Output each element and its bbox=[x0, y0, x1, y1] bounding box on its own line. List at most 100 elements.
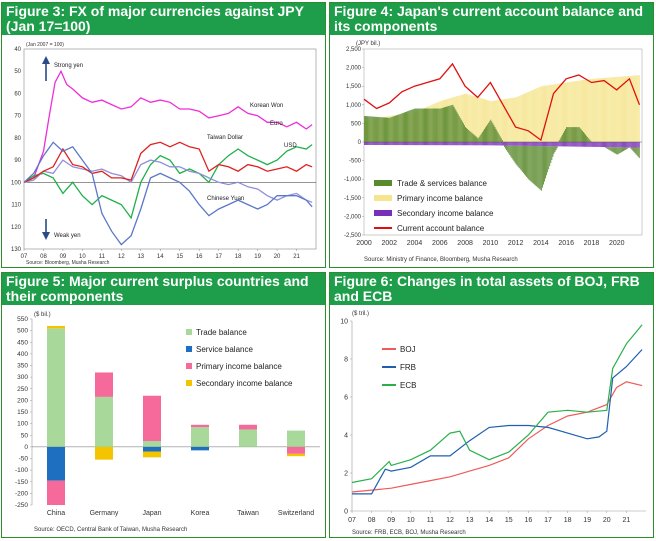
y-tick-label: 8 bbox=[344, 357, 348, 364]
x-tick-label: 09 bbox=[387, 517, 395, 524]
secondary-income-bar bbox=[609, 142, 611, 148]
secondary-income-bar bbox=[452, 142, 454, 146]
secondary-income-bar bbox=[405, 142, 406, 146]
primary-income-bar bbox=[543, 85, 544, 142]
secondary-income-bar bbox=[395, 142, 397, 146]
trade-services-bar bbox=[573, 127, 575, 142]
trade-services-bar bbox=[484, 128, 485, 142]
trade-services-bar bbox=[382, 117, 384, 142]
trade-services-bar bbox=[566, 127, 568, 142]
trade-services-bar bbox=[529, 145, 531, 181]
primary-income-bar bbox=[495, 100, 497, 142]
secondary-income-bar bbox=[528, 142, 530, 146]
primary-income-bar bbox=[460, 94, 462, 142]
trade-services-bar bbox=[450, 105, 452, 142]
trade-services-bar bbox=[364, 115, 365, 142]
secondary-income-bar bbox=[412, 142, 414, 146]
legend-swatch-1 bbox=[186, 346, 192, 352]
secondary-income-bar bbox=[534, 142, 536, 147]
trade-services-bar bbox=[462, 123, 464, 142]
x-tick-label: 07 bbox=[348, 517, 356, 524]
trade-services-bar bbox=[429, 108, 431, 142]
secondary-income-bar bbox=[531, 142, 533, 146]
secondary-income-bar bbox=[404, 142, 405, 146]
y-tick-label: -500 bbox=[349, 159, 362, 165]
trade-services-bar bbox=[532, 145, 534, 184]
trade-services-bar bbox=[458, 115, 460, 142]
trade-services-bar bbox=[401, 113, 403, 142]
secondary-income-bar bbox=[433, 142, 435, 146]
secondary-income-bar bbox=[484, 142, 485, 146]
legend-label-0: Trade balance bbox=[196, 328, 247, 337]
secondary-income-bar bbox=[612, 142, 614, 148]
series-line-korean-won bbox=[23, 69, 313, 183]
primary-income-bar bbox=[467, 94, 469, 142]
trade-services-bar bbox=[393, 116, 395, 142]
secondary-income-bar bbox=[445, 142, 446, 146]
trade-services-bar bbox=[426, 108, 427, 142]
trade-services-bar bbox=[580, 129, 582, 142]
secondary-income-bar bbox=[545, 142, 546, 147]
primary-income-bar bbox=[482, 98, 484, 142]
trade-services-bar bbox=[633, 147, 635, 153]
primary-income-bar bbox=[620, 76, 622, 142]
secondary-income-bar bbox=[450, 142, 452, 146]
primary-income-bar bbox=[470, 95, 472, 142]
secondary-income-bar bbox=[419, 142, 421, 146]
x-tick-label: 13 bbox=[137, 254, 144, 260]
x-tick-label: 2018 bbox=[584, 240, 600, 247]
trade-services-bar bbox=[525, 145, 526, 176]
trade-services-bar bbox=[436, 108, 438, 142]
trade-services-bar bbox=[581, 130, 583, 142]
primary-income-bar bbox=[504, 99, 505, 142]
trade-services-bar bbox=[434, 108, 436, 142]
secondary-income-bar bbox=[480, 142, 482, 146]
primary-income-bar bbox=[491, 100, 493, 142]
primary-income-bar bbox=[516, 96, 518, 142]
trade-services-bar bbox=[523, 145, 524, 174]
trade-services-bar bbox=[441, 107, 443, 142]
bar-china-service-balance bbox=[47, 446, 65, 481]
secondary-income-bar bbox=[415, 142, 417, 146]
secondary-income-bar bbox=[508, 142, 510, 146]
strong-yen-arrowhead bbox=[42, 56, 50, 64]
y-tick-label: 500 bbox=[17, 328, 28, 335]
primary-income-bar bbox=[479, 97, 481, 142]
y-tick-label: 0 bbox=[24, 444, 28, 451]
y-tick-label: 110 bbox=[11, 203, 21, 209]
primary-income-bar bbox=[512, 97, 514, 142]
primary-income-bar bbox=[614, 77, 616, 142]
x-tick-label: 2004 bbox=[407, 240, 423, 247]
trade-services-bar bbox=[465, 127, 466, 142]
trade-services-bar bbox=[488, 122, 490, 142]
secondary-income-bar bbox=[630, 142, 632, 148]
secondary-income-bar bbox=[369, 142, 371, 145]
secondary-income-bar bbox=[583, 142, 584, 147]
primary-income-bar bbox=[594, 78, 596, 142]
legend-label-3: Secondary income balance bbox=[196, 379, 293, 388]
trade-services-bar bbox=[618, 147, 620, 154]
trade-services-bar bbox=[500, 138, 502, 142]
trade-services-bar bbox=[469, 130, 471, 142]
trade-services-bar bbox=[478, 136, 480, 142]
secondary-income-bar bbox=[406, 142, 407, 146]
secondary-income-bar bbox=[416, 142, 418, 146]
primary-income-bar bbox=[630, 75, 632, 142]
primary-income-bar bbox=[532, 89, 534, 142]
secondary-income-bar bbox=[569, 142, 571, 147]
secondary-income-bar bbox=[490, 142, 492, 146]
trade-services-bar bbox=[572, 127, 574, 142]
secondary-income-bar bbox=[540, 142, 542, 147]
trade-services-bar bbox=[455, 110, 457, 142]
trade-services-bar bbox=[613, 147, 615, 153]
secondary-income-bar bbox=[371, 142, 373, 145]
trade-services-bar bbox=[548, 146, 550, 170]
secondary-income-bar bbox=[581, 142, 583, 147]
source-note: Source: FRB, ECB, BOJ, Musha Research bbox=[352, 530, 466, 536]
primary-income-bar bbox=[579, 80, 581, 142]
x-tick-label: 2002 bbox=[381, 240, 397, 247]
secondary-income-bar bbox=[488, 142, 490, 146]
secondary-income-bar bbox=[457, 142, 459, 146]
trade-services-bar bbox=[457, 114, 459, 142]
trade-services-bar bbox=[605, 147, 606, 148]
